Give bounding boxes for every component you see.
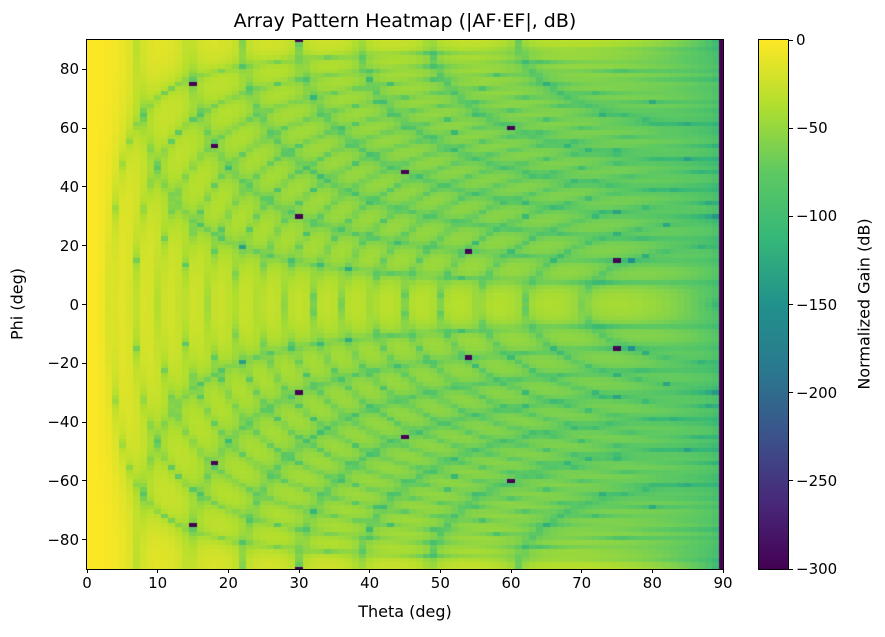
tick-mark xyxy=(651,569,653,573)
colorbar xyxy=(758,39,789,570)
x-tick-label: 50 xyxy=(430,574,450,592)
plot-area xyxy=(86,39,724,570)
tick-mark xyxy=(722,569,724,573)
tick-mark xyxy=(789,127,793,129)
tick-mark xyxy=(789,304,793,305)
colorbar-tick-label: −50 xyxy=(796,119,828,138)
tick-mark xyxy=(789,215,793,217)
y-axis-label: Phi (deg) xyxy=(7,268,27,340)
colorbar-tick-label: −150 xyxy=(796,295,838,314)
tick-mark xyxy=(86,569,88,573)
y-tick-label: 20 xyxy=(59,236,79,255)
y-tick-label: −40 xyxy=(47,413,79,432)
colorbar-tick-label: −100 xyxy=(796,207,838,226)
colorbar-tick-label: 0 xyxy=(796,31,806,49)
tick-mark xyxy=(369,569,371,573)
x-tick-label: 0 xyxy=(82,574,92,592)
x-tick-label: 90 xyxy=(713,574,733,592)
tick-mark xyxy=(510,569,512,573)
x-tick-label: 20 xyxy=(218,574,238,592)
y-tick-label: 60 xyxy=(59,119,79,138)
tick-mark xyxy=(82,539,86,541)
chart-title: Array Pattern Heatmap (|AF·EF|, dB) xyxy=(233,10,577,32)
tick-mark xyxy=(789,39,793,41)
tick-mark xyxy=(82,421,86,423)
colorbar-tick-label: −200 xyxy=(796,383,838,402)
tick-mark xyxy=(82,186,86,188)
y-tick-label: −60 xyxy=(47,471,79,490)
x-tick-label: 70 xyxy=(572,574,592,592)
y-tick-label: 80 xyxy=(59,60,79,79)
tick-mark xyxy=(789,480,793,482)
tick-mark xyxy=(82,245,86,247)
colorbar-tick-label: −250 xyxy=(796,471,838,490)
x-axis-label: Theta (deg) xyxy=(358,602,452,621)
tick-mark xyxy=(789,392,793,394)
tick-mark xyxy=(82,304,86,305)
y-tick-label: 0 xyxy=(69,295,79,314)
x-tick-label: 60 xyxy=(501,574,521,592)
colorbar-gradient xyxy=(759,40,788,569)
tick-mark xyxy=(157,569,159,573)
tick-mark xyxy=(298,569,300,573)
x-tick-label: 80 xyxy=(642,574,662,592)
x-tick-label: 30 xyxy=(289,574,309,592)
x-tick-label: 40 xyxy=(360,574,380,592)
tick-mark xyxy=(789,568,793,570)
tick-mark xyxy=(227,569,229,573)
tick-mark xyxy=(82,480,86,482)
tick-mark xyxy=(82,362,86,364)
colorbar-label: Normalized Gain (dB) xyxy=(854,218,874,390)
y-tick-label: −20 xyxy=(47,354,79,373)
y-tick-label: 40 xyxy=(59,177,79,196)
x-tick-label: 10 xyxy=(148,574,168,592)
tick-mark xyxy=(82,127,86,129)
tick-mark xyxy=(82,68,86,70)
heatmap-image xyxy=(87,40,723,569)
colorbar-tick-label: −300 xyxy=(796,560,838,578)
tick-mark xyxy=(439,569,441,573)
y-tick-label: −80 xyxy=(47,530,79,549)
tick-mark xyxy=(581,569,583,573)
